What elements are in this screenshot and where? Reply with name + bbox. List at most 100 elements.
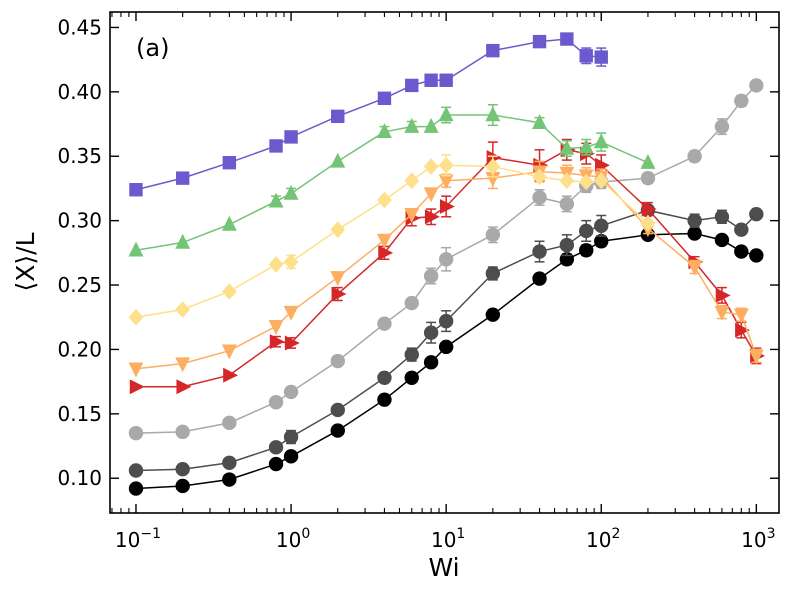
circle-marker (532, 244, 547, 259)
circle-marker (330, 353, 345, 369)
square-marker (560, 32, 574, 46)
series-line (135, 114, 649, 252)
square-marker (532, 34, 547, 49)
series-layer (128, 32, 766, 496)
circle-marker (485, 227, 501, 243)
circle-marker (175, 462, 190, 477)
circle-marker (283, 449, 299, 464)
triangle-right-marker (439, 199, 455, 214)
circle-marker (268, 440, 284, 455)
y-tick-label: 0.45 (57, 15, 102, 39)
circle-marker (423, 268, 439, 284)
circle-marker (714, 232, 730, 248)
x-tick-base: 10 (115, 528, 140, 552)
series-7 (128, 103, 656, 257)
x-tick-base: 10 (276, 528, 301, 552)
square-marker (331, 109, 345, 124)
x-tick-label: 10−1 (115, 526, 161, 552)
circle-marker (283, 384, 299, 400)
square-marker (377, 91, 392, 105)
circle-marker (438, 252, 454, 267)
circle-marker (687, 149, 702, 164)
diamond-marker (485, 158, 501, 175)
triangle-up-marker (128, 241, 144, 257)
square-marker (284, 130, 298, 144)
triangle-right-marker (641, 201, 657, 217)
circle-marker (268, 456, 284, 472)
plot-frame (109, 11, 780, 514)
y-axis-label: ⟨X⟩/L (11, 232, 40, 291)
circle-marker (438, 339, 454, 355)
circle-marker (714, 209, 730, 224)
triangle-down-marker (687, 260, 703, 276)
series-6 (128, 154, 656, 326)
diamond-marker (175, 301, 190, 318)
circle-marker (749, 207, 764, 222)
y-tick-label: 0.40 (57, 80, 102, 104)
circle-marker (222, 472, 237, 487)
circle-marker (377, 370, 392, 385)
series-line (135, 232, 757, 490)
y-tick-label: 0.35 (57, 144, 102, 168)
triangle-right-marker (129, 379, 145, 395)
y-tick-label: 0.25 (57, 273, 102, 297)
circle-marker (377, 316, 392, 331)
square-marker (594, 50, 608, 64)
triangle-right-marker (284, 335, 300, 351)
circle-marker (532, 190, 547, 205)
diamond-marker (377, 191, 392, 209)
diamond-marker (268, 256, 284, 273)
triangle-down-marker (268, 320, 284, 335)
circle-marker (283, 429, 299, 445)
triangle-down-marker (175, 357, 191, 373)
triangle-up-marker (559, 139, 575, 155)
circle-marker (175, 424, 190, 440)
triangle-right-marker (331, 286, 347, 302)
series-line (135, 38, 602, 191)
series-8 (129, 32, 608, 197)
circle-marker (438, 313, 454, 329)
circle-marker (579, 223, 594, 239)
x-tick-exponent: 0 (301, 526, 310, 542)
circle-marker (640, 170, 656, 186)
square-marker (486, 43, 500, 58)
triangle-up-marker (640, 153, 656, 169)
triangle-up-marker (532, 114, 547, 129)
x-tick-label: 103 (741, 526, 775, 552)
circle-marker (377, 392, 392, 407)
circle-marker (687, 226, 702, 241)
circle-marker (594, 218, 609, 233)
circle-marker (404, 295, 419, 311)
diamond-marker (128, 308, 144, 326)
x-tick-exponent: 3 (767, 526, 776, 542)
triangle-right-marker (223, 367, 239, 383)
diamond-marker (578, 173, 594, 191)
circle-marker (128, 481, 144, 496)
triangle-down-marker (423, 187, 439, 203)
circle-marker (734, 222, 749, 237)
diamond-marker (559, 172, 575, 190)
x-tick-exponent: −1 (140, 526, 161, 542)
square-marker (175, 171, 190, 185)
x-tick-label: 102 (586, 526, 620, 552)
square-marker (424, 73, 438, 87)
triangle-right-marker (378, 245, 394, 261)
x-tick-label: 100 (276, 526, 310, 552)
triangle-down-marker (733, 308, 749, 324)
diamond-marker (283, 253, 299, 271)
triangle-down-marker (748, 349, 764, 365)
x-tick-base: 10 (431, 528, 456, 552)
circle-marker (128, 463, 144, 478)
x-tick-exponent: 1 (456, 526, 465, 542)
circle-marker (559, 237, 575, 253)
circle-marker (734, 93, 749, 109)
circle-marker (485, 266, 501, 281)
x-tick-base: 10 (586, 528, 611, 552)
series-1 (128, 226, 764, 496)
y-tick-label: 0.20 (57, 337, 102, 361)
circle-marker (128, 425, 144, 441)
triangle-up-marker (330, 152, 346, 168)
triangle-right-marker (735, 322, 751, 338)
y-tick-label: 0.15 (57, 402, 102, 426)
